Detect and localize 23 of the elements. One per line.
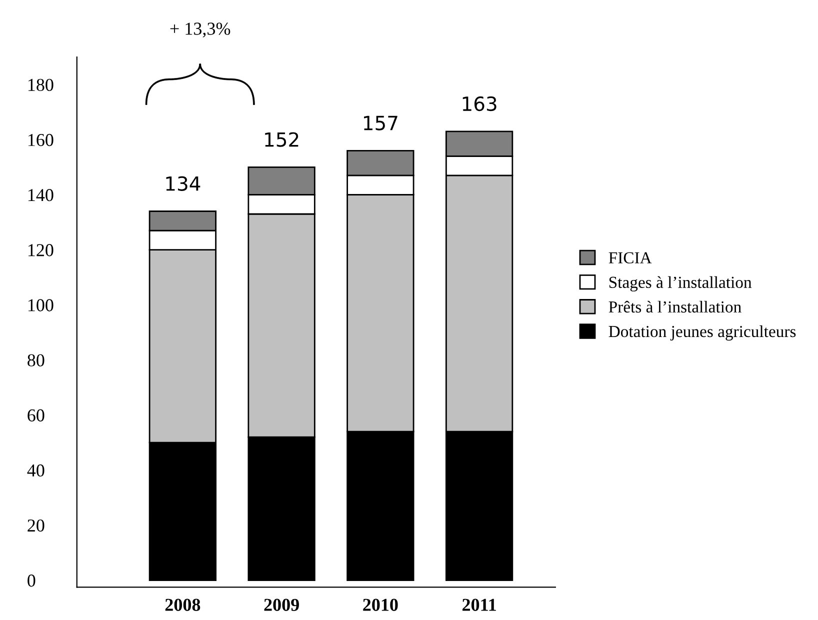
y-tick-label: 100 [28,299,54,312]
y-tick-label: 0 [28,574,36,587]
x-tick-label: 2009 [264,598,299,611]
y-tick-label: 60 [28,409,44,422]
y-tick-label: 20 [28,519,44,532]
y-tick-label: 160 [28,134,54,146]
y-tick-label: 120 [28,244,54,256]
total-label: 134 [166,176,200,191]
legend-label: Prêts à l’installation [608,300,742,313]
x-tick-label: 2008 [165,598,200,611]
legend-label: Stages à l’installation [609,276,752,292]
y-tick-label: 80 [28,354,44,366]
x-tick-label: 2010 [363,598,398,611]
x-tick-label: 2011 [462,598,496,611]
text: + 13,3% [170,22,230,38]
legend-label: FICIA [608,252,652,264]
total-label: 157 [364,116,398,130]
y-tick-label: 180 [28,78,54,92]
y-tick-label: 140 [28,188,54,202]
y-tick-label: 40 [27,464,44,477]
legend-label: Dotation jeunes agriculteurs [608,325,796,341]
total-label: 152 [265,132,298,147]
total-label: 163 [462,96,496,112]
